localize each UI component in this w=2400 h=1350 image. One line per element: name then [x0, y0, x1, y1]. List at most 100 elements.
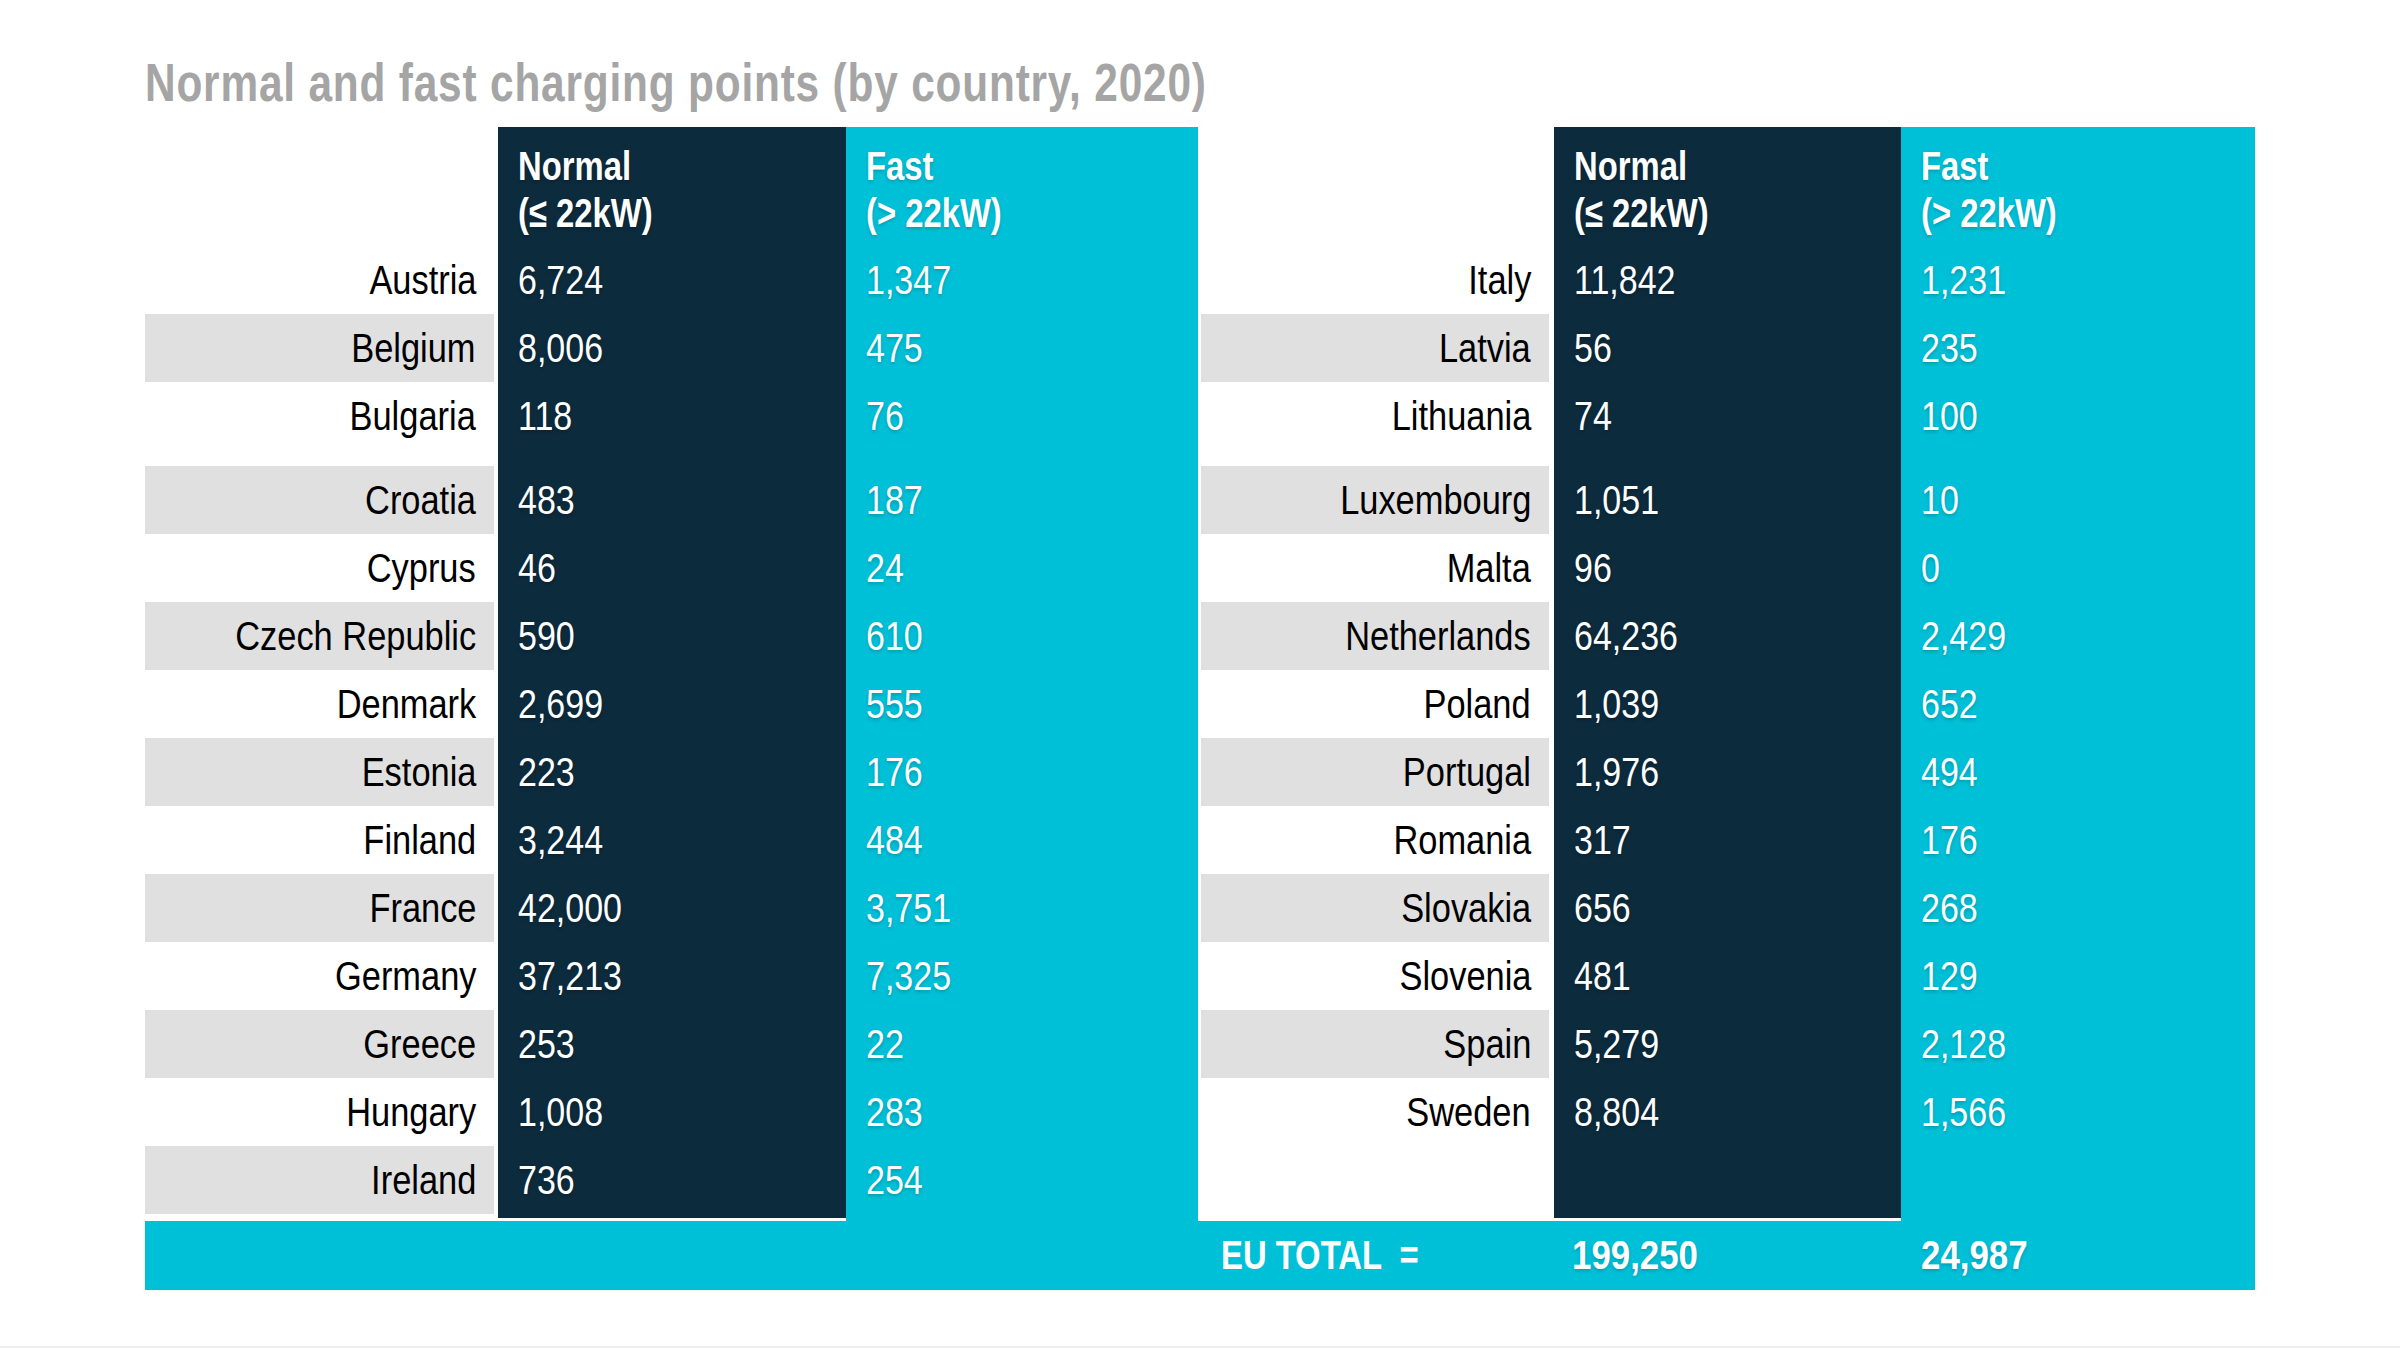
table-row: Spain 5,279 2,128: [0, 1010, 2400, 1078]
country-label-cell: Lithuania: [1201, 382, 1549, 450]
fast-value-cell: 2,128: [1901, 1010, 2255, 1078]
table-row: Portugal 1,976 494: [0, 738, 2400, 806]
fast-value-cell: 10: [1901, 466, 2255, 534]
country-label: Poland: [1424, 670, 1531, 738]
country-label: Latvia: [1439, 314, 1531, 382]
normal-value: 64,236: [1574, 602, 1678, 670]
charging-points-infographic: Normal and fast charging points (by coun…: [0, 0, 2400, 1350]
normal-value-cell: 317: [1554, 806, 1901, 874]
country-label-cell: Portugal: [1201, 738, 1549, 806]
fast-value-cell: 129: [1901, 942, 2255, 1010]
normal-value-cell: 1,051: [1554, 466, 1901, 534]
left-fast-column-header: Fast (> 22kW): [846, 127, 1198, 246]
left-normal-column-header: Normal (≤ 22kW): [498, 127, 846, 246]
country-label: Netherlands: [1346, 602, 1531, 670]
header-fast-label: Fast: [1921, 143, 2188, 190]
normal-value: 736: [518, 1146, 575, 1214]
country-label: Romania: [1393, 806, 1531, 874]
table-row: Lithuania 74 100: [0, 382, 2400, 450]
fast-value-cell: 1,566: [1901, 1078, 2255, 1146]
fast-value-cell: 2,429: [1901, 602, 2255, 670]
fast-value: 1,566: [1921, 1078, 2006, 1146]
header-normal-sublabel: (≤ 22kW): [1574, 190, 1836, 237]
fast-value: 235: [1921, 314, 1978, 382]
normal-value-cell: 1,976: [1554, 738, 1901, 806]
country-label-cell: Sweden: [1201, 1078, 1549, 1146]
page-bottom-rule: [0, 1346, 2400, 1348]
table-row: Luxembourg 1,051 10: [0, 466, 2400, 534]
table-row: Latvia 56 235: [0, 314, 2400, 382]
table-row: Italy 11,842 1,231: [0, 246, 2400, 314]
normal-value-cell: 56: [1554, 314, 1901, 382]
normal-value: 8,804: [1574, 1078, 1659, 1146]
normal-value: 74: [1574, 382, 1612, 450]
table-row: Romania 317 176: [0, 806, 2400, 874]
table-row: Sweden 8,804 1,566: [0, 1078, 2400, 1146]
country-label: Portugal: [1403, 738, 1531, 806]
fast-value: 494: [1921, 738, 1978, 806]
fast-value: 2,128: [1921, 1010, 2006, 1078]
fast-value: 268: [1921, 874, 1978, 942]
country-label: Slovenia: [1399, 942, 1531, 1010]
fast-value-cell: 652: [1901, 670, 2255, 738]
fast-value: 129: [1921, 942, 1978, 1010]
normal-value: 1,051: [1574, 466, 1659, 534]
country-label: Lithuania: [1391, 382, 1531, 450]
table-row: Malta 96 0: [0, 534, 2400, 602]
normal-value: 1,976: [1574, 738, 1659, 806]
country-label-cell: Slovakia: [1201, 874, 1549, 942]
normal-value: 656: [1574, 874, 1631, 942]
table-row: Slovakia 656 268: [0, 874, 2400, 942]
country-label-cell: Luxembourg: [1201, 466, 1549, 534]
country-label: Sweden: [1407, 1078, 1531, 1146]
normal-value-cell: 64,236: [1554, 602, 1901, 670]
normal-value-cell: 736: [498, 1146, 846, 1214]
country-label: Italy: [1468, 246, 1531, 314]
country-label: Slovakia: [1401, 874, 1531, 942]
country-label-cell: Netherlands: [1201, 602, 1549, 670]
fast-value-cell: 494: [1901, 738, 2255, 806]
table-row: Poland 1,039 652: [0, 670, 2400, 738]
normal-value: 5,279: [1574, 1010, 1659, 1078]
fast-value: 254: [866, 1146, 923, 1214]
country-label: Spain: [1443, 1010, 1531, 1078]
normal-value: 11,842: [1574, 246, 1675, 314]
header-normal-label: Normal: [518, 143, 780, 190]
eu-total-normal-value: 199,250: [1572, 1221, 1698, 1290]
fast-value: 176: [1921, 806, 1978, 874]
header-fast-sublabel: (> 22kW): [1921, 190, 2188, 237]
header-fast-label: Fast: [866, 143, 1132, 190]
normal-value: 96: [1574, 534, 1612, 602]
normal-value-cell: 96: [1554, 534, 1901, 602]
eu-total-bar: EU TOTAL = 199,250 24,987: [145, 1221, 2255, 1290]
table-row: Netherlands 64,236 2,429: [0, 602, 2400, 670]
fast-value: 2,429: [1921, 602, 2006, 670]
table-row: Ireland 736 254: [0, 1146, 2400, 1214]
fast-value-cell: 254: [846, 1146, 1198, 1214]
fast-value: 1,231: [1921, 246, 2006, 314]
header-fast-sublabel: (> 22kW): [866, 190, 1132, 237]
header-normal-label: Normal: [1574, 143, 1836, 190]
normal-value-cell: 1,039: [1554, 670, 1901, 738]
fast-value-cell: 268: [1901, 874, 2255, 942]
normal-value-cell: 5,279: [1554, 1010, 1901, 1078]
country-label-cell: Latvia: [1201, 314, 1549, 382]
country-label: Malta: [1447, 534, 1531, 602]
fast-value-cell: 1,231: [1901, 246, 2255, 314]
normal-value: 481: [1574, 942, 1631, 1010]
fast-value: 0: [1921, 534, 1940, 602]
header-normal-sublabel: (≤ 22kW): [518, 190, 780, 237]
country-label-cell: Slovenia: [1201, 942, 1549, 1010]
eu-total-fast-value: 24,987: [1921, 1221, 2028, 1290]
country-label: Luxembourg: [1340, 466, 1531, 534]
chart-title: Normal and fast charging points (by coun…: [145, 52, 1207, 113]
country-label-cell: Romania: [1201, 806, 1549, 874]
fast-value: 100: [1921, 382, 1978, 450]
fast-value-cell: 100: [1901, 382, 2255, 450]
right-normal-column-header: Normal (≤ 22kW): [1554, 127, 1901, 246]
table-row: Slovenia 481 129: [0, 942, 2400, 1010]
normal-value: 56: [1574, 314, 1612, 382]
fast-value: 10: [1921, 466, 1959, 534]
eu-total-label: EU TOTAL =: [1221, 1221, 1419, 1290]
country-label-cell: Poland: [1201, 670, 1549, 738]
